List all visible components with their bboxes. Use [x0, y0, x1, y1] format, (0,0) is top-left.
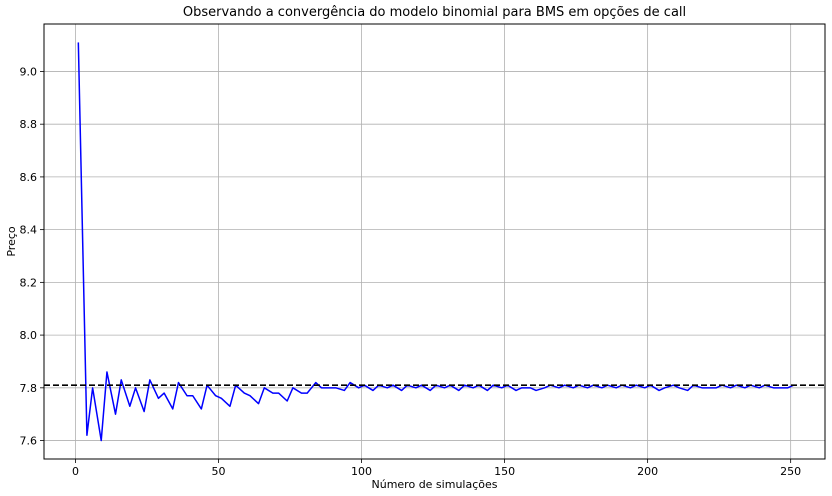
x-tick-label: 0: [72, 465, 79, 478]
x-axis-ticks: 0 50 100 150 200 250: [72, 459, 801, 478]
grid-lines: [44, 24, 825, 459]
x-tick-label: 200: [637, 465, 658, 478]
y-axis-label: Preço: [5, 226, 18, 257]
x-tick-label: 150: [494, 465, 515, 478]
x-tick-label: 100: [351, 465, 372, 478]
y-tick-label: 8.8: [20, 118, 38, 131]
y-axis-ticks: 7.6 7.8 8.0 8.2 8.4 8.6 8.8 9.0: [20, 65, 44, 448]
y-tick-label: 7.6: [20, 435, 38, 448]
plot-series: [44, 42, 825, 442]
y-tick-label: 9.0: [20, 65, 38, 78]
x-axis-label: Número de simulações: [372, 478, 498, 491]
y-tick-label: 7.8: [20, 382, 38, 395]
y-tick-label: 8.6: [20, 171, 38, 184]
x-tick-label: 50: [212, 465, 226, 478]
x-tick-label: 250: [780, 465, 801, 478]
y-tick-label: 8.0: [20, 329, 38, 342]
y-tick-label: 8.2: [20, 276, 38, 289]
plot-frame: [43, 23, 826, 460]
binomial-price-series: [77, 42, 794, 442]
y-tick-label: 8.4: [20, 224, 38, 237]
chart-title: Observando a convergência do modelo bino…: [183, 5, 686, 20]
